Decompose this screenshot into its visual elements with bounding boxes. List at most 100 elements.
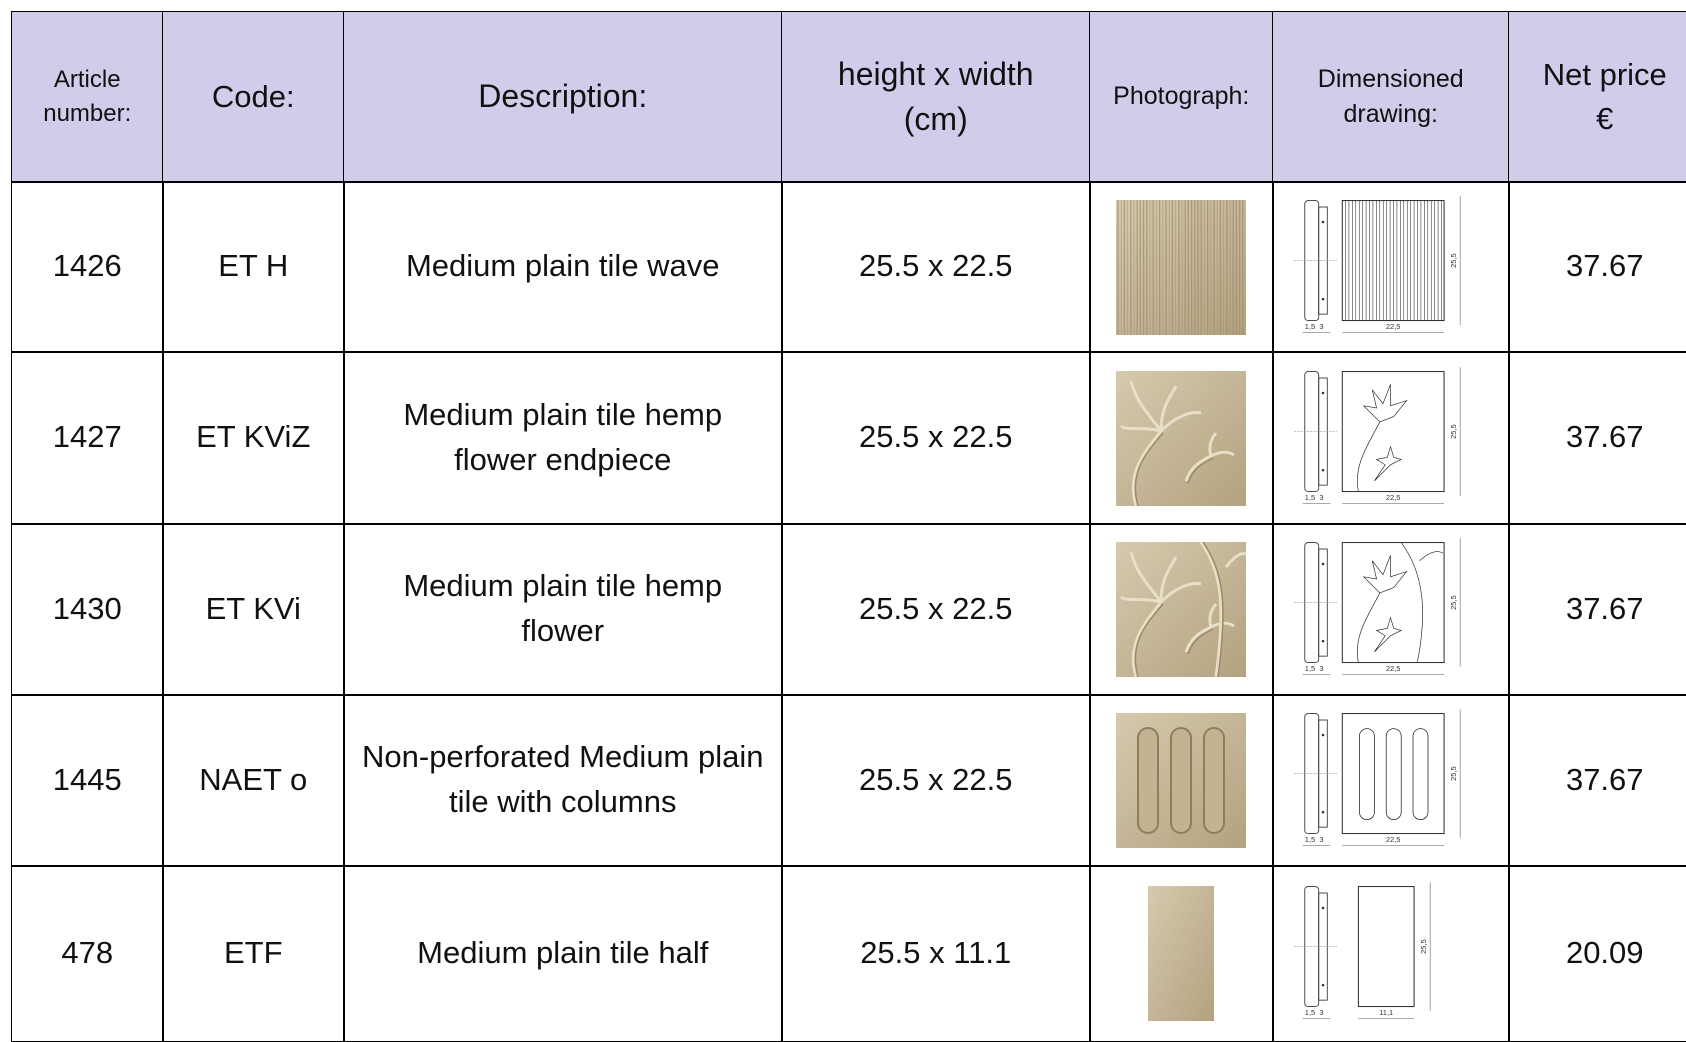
code-cell: ET H [162,181,345,353]
net-price: 37.67 [1565,590,1644,626]
description: Medium plain tile hemp flower [403,568,723,649]
dimensioned-drawing: 11,1 25,5 1,5 3 [1294,882,1431,1019]
description-cell: Medium plain tile hemp flower [343,523,783,696]
description: Medium plain tile wave [405,248,720,284]
photo-cell [1089,694,1274,867]
net-price: 37.67 [1565,419,1644,455]
description-cell: Medium plain tile hemp flower endpiece [343,351,783,525]
code-cell: ET KVi [162,523,345,696]
article-number: 478 [61,934,114,970]
tile-photo [1116,199,1247,335]
size: 25.5 x 22.5 [859,419,1013,455]
photo-cell [1089,523,1274,696]
price-cell: 37.67 [1508,181,1686,353]
code-cell: ETF [162,865,345,1042]
drawing-side: 1,5 3 [1305,664,1324,673]
size: 25.5 x 11.1 [860,934,1012,970]
header-cell: Photograph: [1089,11,1274,183]
article-number: 1445 [52,761,122,797]
header-text: height x width (cm) [837,55,1034,137]
article-cell: 1427 [11,351,164,525]
size-cell: 25.5 x 22.5 [781,694,1091,867]
dimensioned-drawing: 22,5 25,5 1,5 3 [1294,367,1461,504]
price-cell: 37.67 [1508,351,1686,525]
description: Non-perforated Medium plain tile with co… [362,739,764,820]
header-text: Code: [211,79,295,115]
net-price: 20.09 [1565,934,1644,970]
drawing-width: 22,5 [1386,322,1401,331]
header-cell: Article number: [11,11,164,183]
size-cell: 25.5 x 22.5 [781,523,1091,696]
code-cell: NAET o [162,694,345,867]
drawing-width: 22,5 [1386,835,1401,844]
code: ET KViZ [196,419,311,455]
price-cell: 20.09 [1508,865,1686,1042]
size: 25.5 x 22.5 [859,590,1013,626]
dimensioned-drawing: 22,5 25,5 1,5 3 [1294,538,1461,675]
drawing-side: 1,5 3 [1305,493,1324,502]
net-price: 37.67 [1565,761,1644,797]
header-text: Photograph: [1113,82,1250,111]
price-cell: 37.67 [1508,694,1686,867]
drawing-cell: 22,5 25,5 1,5 3 [1272,351,1510,525]
description: Medium plain tile half [417,934,709,970]
drawing-height: 25,5 [1449,253,1458,268]
header-cell: height x width (cm) [781,11,1091,183]
drawing-side: 1,5 3 [1305,322,1324,331]
size-cell: 25.5 x 11.1 [781,865,1091,1042]
description: Medium plain tile hemp flower endpiece [403,396,723,477]
header-text: Description: [478,78,648,115]
article-cell: 478 [11,865,164,1042]
drawing-height: 25,5 [1449,767,1458,782]
header-cell: Description: [343,11,783,183]
header-text: Net price € [1542,57,1667,136]
drawing-width: 22,5 [1386,664,1401,673]
code: ET H [218,248,289,284]
article-cell: 1426 [11,181,164,353]
header-cell: Code: [162,11,345,183]
description-cell: Medium plain tile wave [343,181,783,353]
description-cell: Non-perforated Medium plain tile with co… [343,694,783,867]
drawing-side: 1,5 3 [1305,835,1324,844]
drawing-width: 11,1 [1379,1008,1393,1017]
article-cell: 1430 [11,523,164,696]
size: 25.5 x 22.5 [859,761,1013,797]
price-cell: 37.67 [1508,523,1686,696]
photo-cell [1089,181,1274,353]
tile-photo [1116,713,1247,849]
drawing-cell: 22,5 25,5 1,5 3 [1272,181,1510,353]
code: NAET o [199,761,308,797]
photo-cell [1089,351,1274,525]
drawing-cell: 22,5 25,5 1,5 3 [1272,694,1510,867]
drawing-height: 25,5 [1449,596,1458,611]
article-number: 1430 [52,590,122,626]
article-cell: 1445 [11,694,164,867]
article-number: 1427 [52,419,122,455]
code-cell: ET KViZ [162,351,345,525]
net-price: 37.67 [1565,248,1644,284]
article-number: 1426 [52,248,122,284]
dimensioned-drawing: 22,5 25,5 1,5 3 [1294,709,1461,846]
description-cell: Medium plain tile half [343,865,783,1042]
header-text: Dimensioned drawing: [1317,64,1464,128]
header-cell: Dimensioned drawing: [1272,11,1510,183]
drawing-height: 25,5 [1419,940,1428,955]
drawing-width: 22,5 [1386,493,1401,502]
drawing-height: 25,5 [1449,424,1458,439]
dimensioned-drawing: 22,5 25,5 1,5 3 [1294,196,1461,333]
code: ET KVi [205,590,301,626]
drawing-cell: 11,1 25,5 1,5 3 [1272,865,1510,1042]
header-cell: Net price € [1508,11,1686,183]
code: ETF [223,934,283,970]
size-cell: 25.5 x 22.5 [781,351,1091,525]
photo-cell [1089,865,1274,1042]
size-cell: 25.5 x 22.5 [781,181,1091,353]
tile-photo [1116,541,1247,678]
tile-photo [1116,370,1247,507]
size: 25.5 x 22.5 [859,248,1013,284]
tile-photo [1148,886,1215,1022]
header-text: Article number: [43,66,132,127]
drawing-side: 1,5 3 [1305,1008,1324,1017]
drawing-cell: 22,5 25,5 1,5 3 [1272,523,1510,696]
